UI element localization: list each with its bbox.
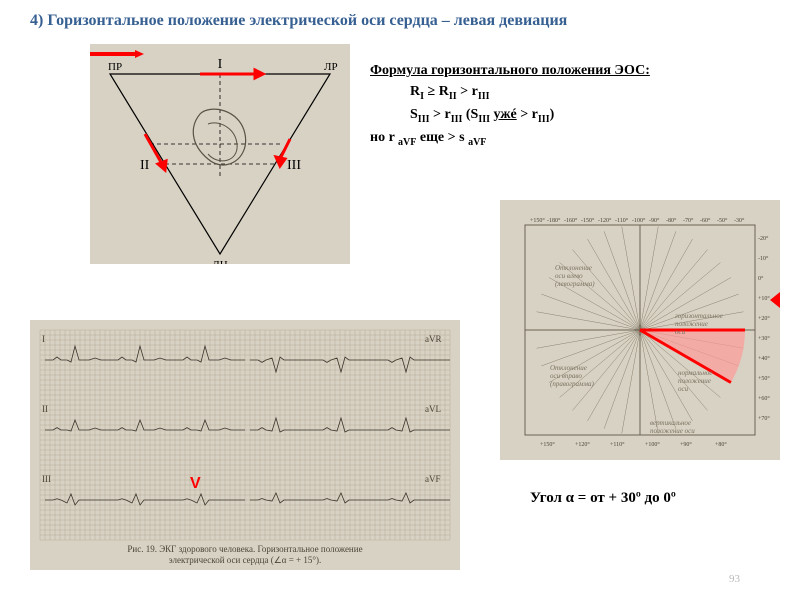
svg-text:III: III: [287, 158, 301, 173]
svg-text:-20°: -20°: [758, 235, 769, 242]
svg-text:+60°: +60°: [758, 395, 770, 402]
svg-text:вертикальное: вертикальное: [650, 419, 691, 427]
svg-text:-90°: -90°: [649, 217, 660, 224]
svg-text:-100°: -100°: [632, 217, 646, 224]
svg-text:-60°: -60°: [700, 217, 711, 224]
svg-text:(левограмма): (левограмма): [555, 280, 595, 288]
svg-text:-150°: -150°: [581, 217, 595, 224]
axis-diagram: +150°-180°-160°-150°-120°-110°-100°-90°-…: [500, 200, 780, 460]
svg-text:ЛР: ЛР: [324, 61, 338, 73]
svg-text:Отклонение: Отклонение: [550, 364, 587, 372]
svg-text:+30°: +30°: [758, 335, 770, 342]
svg-text:+20°: +20°: [758, 315, 770, 322]
svg-text:-30°: -30°: [734, 217, 745, 224]
svg-text:(правограмма): (правограмма): [550, 380, 594, 388]
triangle-diagram: I II III ПР ЛР ЛН: [90, 44, 350, 264]
svg-text:+90°: +90°: [680, 441, 692, 448]
svg-text:Отклонение: Отклонение: [555, 264, 592, 272]
svg-text:aVL: aVL: [425, 404, 441, 414]
svg-text:нормальное: нормальное: [678, 369, 712, 377]
svg-text:I: I: [218, 57, 223, 72]
svg-text:+120°: +120°: [575, 441, 590, 448]
svg-text:V: V: [190, 475, 201, 492]
formula-line-1: RI ≥ RII > rIII: [370, 81, 650, 104]
svg-text:положение оси: положение оси: [650, 427, 695, 435]
formula-heading: Формула горизонтального положения ЭОС:: [370, 60, 650, 81]
svg-text:+40°: +40°: [758, 355, 770, 362]
slide: { "title": "4) Горизонтальное положение …: [0, 0, 800, 600]
svg-text:оси: оси: [678, 385, 689, 393]
svg-text:II: II: [140, 158, 150, 173]
svg-text:Рис. 19. ЭКГ здорового человек: Рис. 19. ЭКГ здорового человека. Горизон…: [127, 544, 362, 554]
svg-text:-80°: -80°: [666, 217, 677, 224]
svg-text:-10°: -10°: [758, 255, 769, 262]
svg-text:+150°: +150°: [530, 217, 545, 224]
svg-text:aVR: aVR: [425, 334, 442, 344]
svg-text:положение: положение: [675, 320, 708, 328]
svg-text:электрической оси сердца (∠α =: электрической оси сердца (∠α = + 15°).: [169, 555, 321, 565]
svg-text:положение: положение: [678, 377, 711, 385]
angle-text: Угол α = от + 30º до 0º: [530, 490, 676, 507]
svg-text:ПР: ПР: [108, 61, 122, 73]
svg-text:-180°: -180°: [547, 217, 561, 224]
svg-text:ЛН: ЛН: [212, 259, 227, 264]
svg-text:+80°: +80°: [715, 441, 727, 448]
svg-text:III: III: [42, 474, 51, 484]
svg-text:+50°: +50°: [758, 375, 770, 382]
svg-text:-70°: -70°: [683, 217, 694, 224]
formula-block: Формула горизонтального положения ЭОС: R…: [370, 60, 650, 149]
svg-text:-120°: -120°: [598, 217, 612, 224]
svg-text:горизонтальное: горизонтальное: [675, 312, 723, 320]
page-number: 93: [729, 573, 740, 585]
svg-text:0°: 0°: [758, 275, 764, 282]
svg-text:оси вправо: оси вправо: [550, 372, 582, 380]
svg-text:+110°: +110°: [610, 441, 625, 448]
svg-text:оси: оси: [675, 328, 686, 336]
svg-text:aVF: aVF: [425, 474, 441, 484]
svg-text:+150°: +150°: [540, 441, 555, 448]
slide-title: 4) Горизонтальное положение электрическо…: [30, 12, 770, 30]
svg-text:-50°: -50°: [717, 217, 728, 224]
svg-text:II: II: [42, 404, 48, 414]
ecg-figure: V Рис. 19. ЭКГ здорового человека. Гориз…: [30, 320, 460, 570]
formula-line-3: но r aVF еще > s aVF: [370, 127, 650, 150]
svg-text:I: I: [42, 334, 45, 344]
svg-text:-160°: -160°: [564, 217, 578, 224]
svg-text:+10°: +10°: [758, 295, 770, 302]
svg-text:+70°: +70°: [758, 415, 770, 422]
svg-text:-110°: -110°: [615, 217, 629, 224]
svg-text:+100°: +100°: [645, 441, 660, 448]
formula-line-2: SIII > rIII (SIII ужé > rIII): [370, 104, 650, 127]
svg-text:оси влево: оси влево: [555, 272, 583, 280]
